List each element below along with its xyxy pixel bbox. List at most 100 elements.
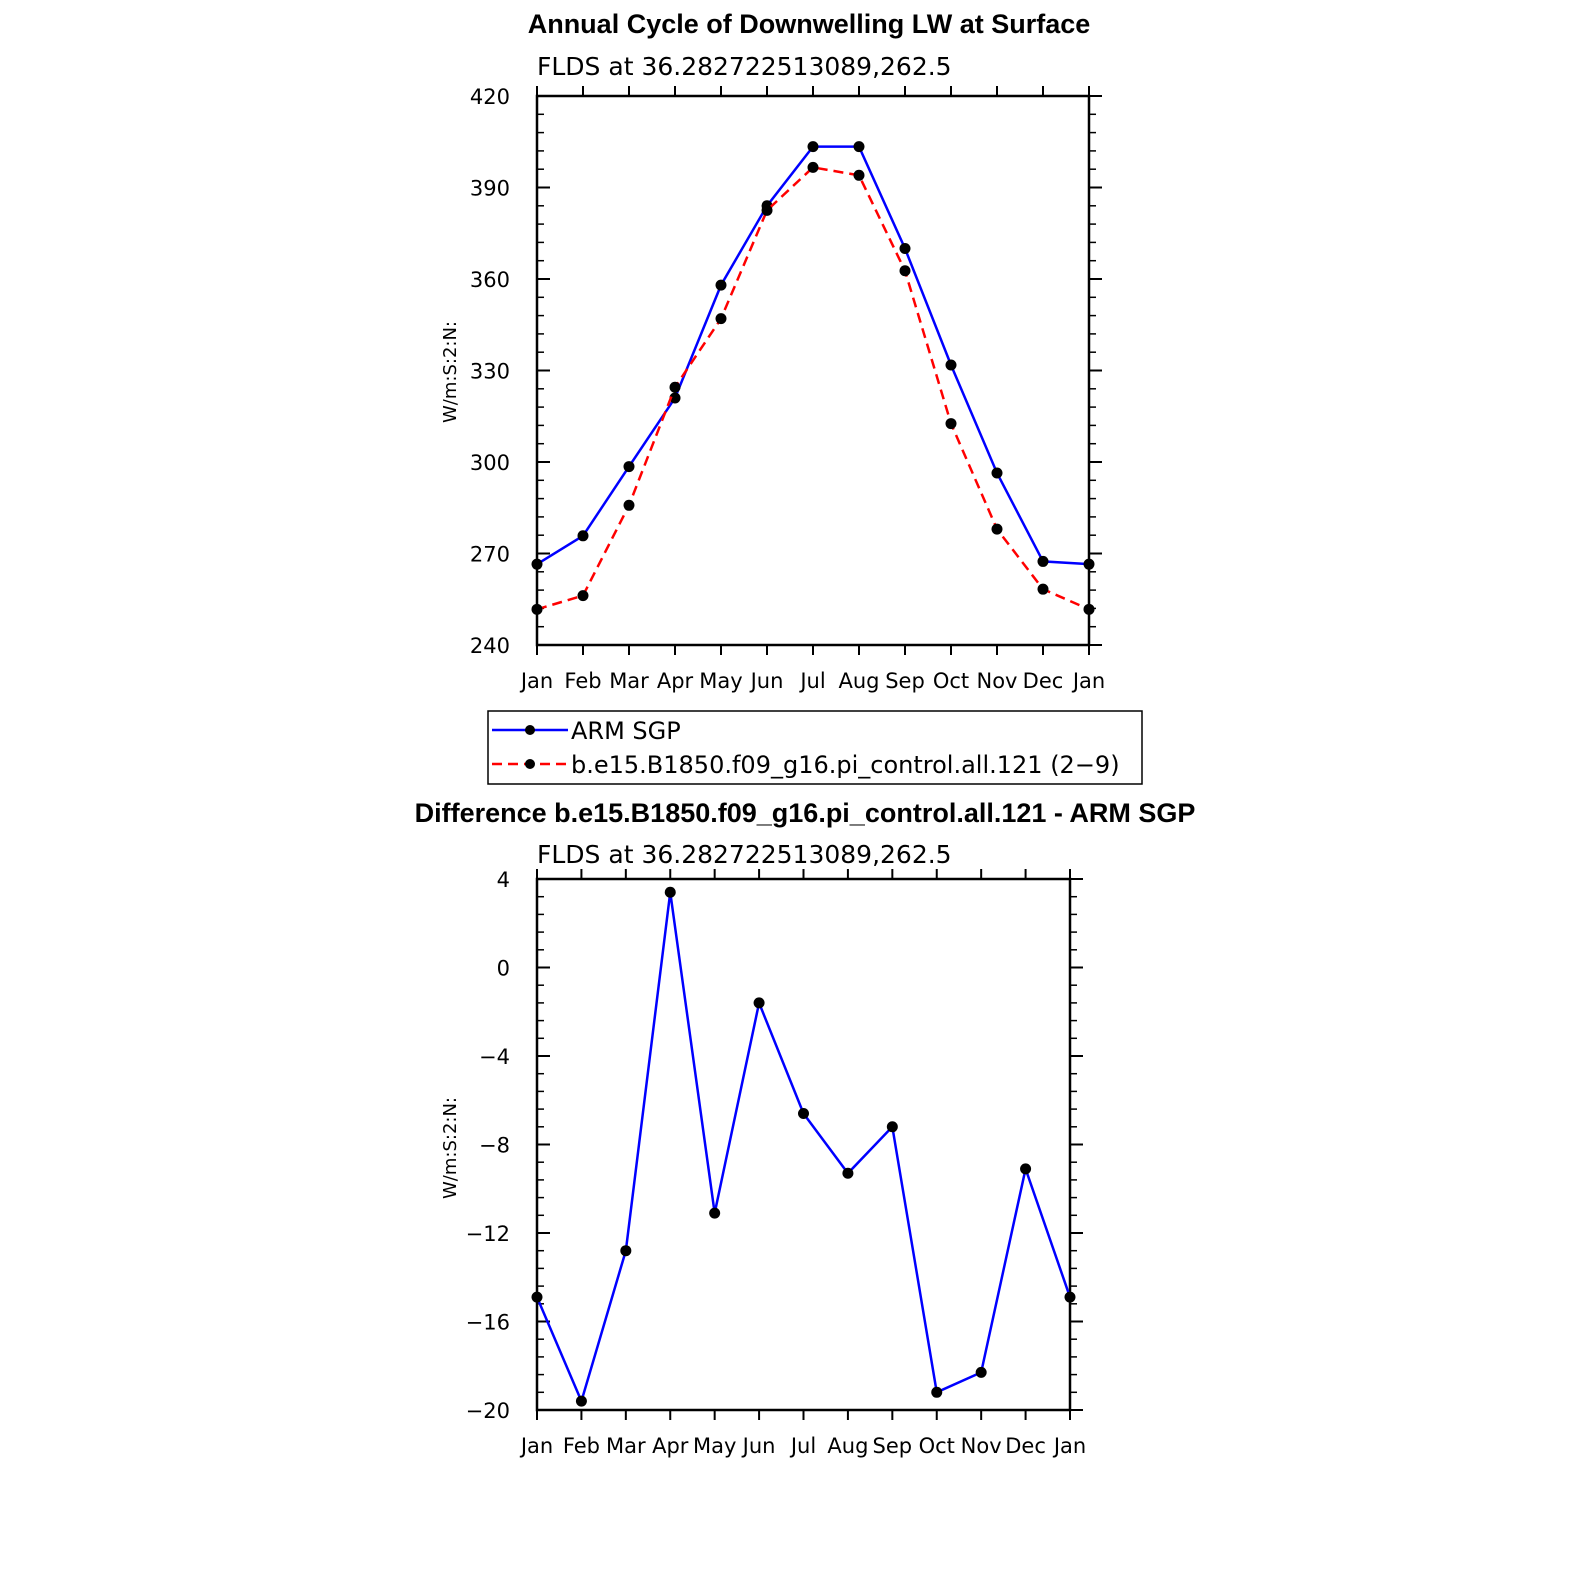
data-point	[709, 1207, 721, 1219]
y-axis: −20 −16 −12 −8 −4 0 4	[466, 868, 1083, 1423]
x-axis: Jan Feb Mar Apr May Jun Jul Aug Sep Oct Nov Dec Jan	[519, 86, 1105, 693]
x-tick-label: Apr	[657, 669, 694, 693]
x-tick-label: Oct	[933, 669, 969, 693]
series-1	[531, 161, 1095, 615]
legend-marker-arm-sgp	[525, 725, 535, 735]
data-point	[1020, 1163, 1032, 1175]
series-line	[536, 145, 1090, 566]
x-tick-label: Nov	[961, 1434, 1002, 1458]
y-axis-label: W/m:S:2:N:	[440, 1097, 461, 1199]
data-point	[1064, 1291, 1076, 1303]
series-line	[535, 892, 1072, 1405]
x-tick-label: May	[693, 1434, 736, 1458]
data-point	[753, 997, 765, 1009]
y-tick-label: 360	[470, 268, 510, 292]
x-tick-label: Jan	[519, 1434, 553, 1458]
annual-cycle-panel: Annual Cycle of Downwelling LW at Surfac…	[440, 9, 1105, 693]
data-point	[991, 467, 1003, 479]
data-point	[1037, 555, 1049, 567]
plot-area: Jan Feb Mar Apr May Jun Jul Aug Sep Oct Nov Dec Jan−…	[466, 868, 1087, 1458]
data-point	[1083, 603, 1095, 615]
legend-label-model: b.e15.B1850.f09_g16.pi_control.all.121 (…	[571, 751, 1120, 779]
data-point	[664, 886, 676, 898]
legend-label-arm-sgp: ARM SGP	[571, 717, 681, 745]
y-tick-label: −20	[466, 1399, 510, 1423]
data-point	[575, 1395, 587, 1407]
x-tick-label: Mar	[609, 669, 649, 693]
x-tick-label: May	[699, 669, 742, 693]
y-tick-label: −16	[466, 1311, 510, 1335]
data-point	[1083, 558, 1095, 570]
x-tick-label: Feb	[563, 1434, 600, 1458]
x-axis: Jan Feb Mar Apr May Jun Jul Aug Sep Oct Nov Dec Jan	[519, 869, 1086, 1458]
y-tick-label: 240	[470, 634, 510, 658]
data-point	[620, 1245, 632, 1257]
y-tick-label: −12	[466, 1222, 510, 1246]
x-tick-label: Jul	[798, 669, 825, 693]
plot-area: Jan Feb Mar Apr May Jun Jul Aug Sep Oct Nov Dec Jan 2…	[470, 85, 1105, 693]
data-point	[669, 381, 681, 393]
data-point	[853, 141, 865, 153]
y-tick-label: 4	[497, 868, 510, 892]
y-tick-label: 0	[497, 957, 510, 981]
data-point	[1037, 583, 1049, 595]
x-tick-label: Jun	[749, 669, 784, 693]
data-point	[886, 1121, 898, 1133]
y-tick-label: 330	[470, 360, 510, 384]
data-point	[807, 161, 819, 173]
plot-frame	[535, 94, 1091, 647]
data-point	[577, 590, 589, 602]
chart-title: Difference b.e15.B1850.f09_g16.pi_contro…	[415, 798, 1196, 828]
data-point	[577, 530, 589, 542]
data-point	[945, 418, 957, 430]
y-axis-label: W/m:S:2:N:	[440, 321, 461, 423]
x-tick-label: Aug	[827, 1434, 868, 1458]
x-tick-label: Sep	[873, 1434, 913, 1458]
y-tick-label: 390	[470, 177, 510, 201]
y-axis: 240 270 300 330 360 390 420	[470, 85, 1102, 658]
data-point	[945, 359, 957, 371]
data-point	[715, 279, 727, 291]
data-point	[853, 169, 865, 181]
series-line	[536, 166, 1090, 611]
x-tick-label: Mar	[606, 1434, 646, 1458]
x-tick-label: Jan	[1052, 1434, 1086, 1458]
data-point	[798, 1108, 809, 1120]
x-tick-label: Dec	[1023, 669, 1064, 693]
x-tick-label: Sep	[885, 669, 925, 693]
difference-panel: Difference b.e15.B1850.f09_g16.pi_contro…	[415, 798, 1196, 1458]
x-tick-label: Jun	[741, 1434, 776, 1458]
y-tick-label: −8	[479, 1134, 510, 1158]
data-point	[531, 558, 543, 570]
data-point	[975, 1366, 987, 1378]
data-point	[623, 461, 635, 473]
data-point	[623, 499, 635, 511]
x-tick-label: Dec	[1005, 1434, 1046, 1458]
series-0	[531, 886, 1076, 1407]
x-tick-label: Oct	[919, 1434, 955, 1458]
x-tick-label: Jul	[789, 1434, 816, 1458]
x-tick-label: Apr	[652, 1434, 689, 1458]
x-tick-label: Jan	[519, 669, 553, 693]
x-tick-label: Nov	[977, 669, 1018, 693]
chart-title: Annual Cycle of Downwelling LW at Surfac…	[528, 9, 1091, 39]
legend-marker-model	[525, 759, 535, 769]
series-0	[531, 141, 1095, 570]
data-point	[669, 392, 681, 404]
data-point	[531, 603, 543, 615]
data-point	[531, 1291, 543, 1303]
x-tick-label: Feb	[564, 669, 601, 693]
y-tick-label: −4	[479, 1045, 510, 1069]
legend-box	[487, 710, 1143, 785]
legend: ARM SGP b.e15.B1850.f09_g16.pi_control.a…	[487, 710, 1143, 785]
data-point	[761, 204, 773, 216]
data-point	[715, 313, 727, 325]
y-tick-label: 300	[470, 451, 510, 475]
data-point	[991, 523, 1003, 535]
data-point	[807, 141, 819, 153]
data-point	[931, 1386, 943, 1398]
data-point	[899, 265, 911, 277]
x-tick-label: Jan	[1071, 669, 1105, 693]
data-point	[842, 1167, 854, 1179]
